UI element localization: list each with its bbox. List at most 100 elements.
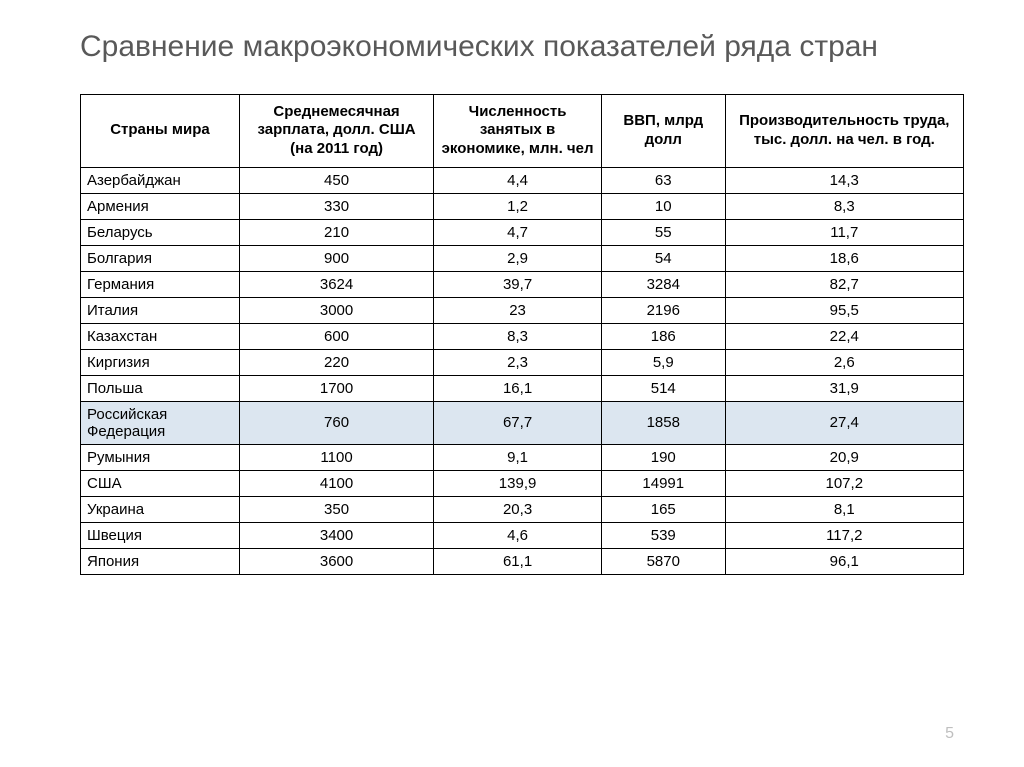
cell-value: 8,3 [434, 323, 602, 349]
cell-value: 1100 [239, 444, 433, 470]
cell-value: 4,6 [434, 522, 602, 548]
cell-value: 95,5 [725, 297, 963, 323]
table-row: Российская Федерация76067,7185827,4 [81, 401, 964, 444]
table-row: Польша170016,151431,9 [81, 375, 964, 401]
page-title: Сравнение макроэкономических показателей… [80, 28, 964, 66]
cell-value: 5,9 [601, 349, 725, 375]
cell-value: 514 [601, 375, 725, 401]
cell-value: 31,9 [725, 375, 963, 401]
cell-value: 20,9 [725, 444, 963, 470]
col-header-salary: Среднемесячная зарплата, долл. США (на 2… [239, 94, 433, 167]
cell-value: 82,7 [725, 271, 963, 297]
table-row: Украина35020,31658,1 [81, 496, 964, 522]
table-row: Румыния11009,119020,9 [81, 444, 964, 470]
table-row: Армения3301,2108,3 [81, 193, 964, 219]
cell-country: Румыния [81, 444, 240, 470]
cell-value: 9,1 [434, 444, 602, 470]
cell-value: 96,1 [725, 548, 963, 574]
cell-value: 4,4 [434, 167, 602, 193]
cell-country: Армения [81, 193, 240, 219]
table-row: Болгария9002,95418,6 [81, 245, 964, 271]
col-header-employed: Численность занятых в экономике, млн. че… [434, 94, 602, 167]
cell-value: 22,4 [725, 323, 963, 349]
cell-value: 3000 [239, 297, 433, 323]
cell-value: 3600 [239, 548, 433, 574]
cell-value: 61,1 [434, 548, 602, 574]
cell-value: 139,9 [434, 470, 602, 496]
table-row: США4100139,914991107,2 [81, 470, 964, 496]
cell-value: 63 [601, 167, 725, 193]
cell-value: 2,9 [434, 245, 602, 271]
cell-value: 67,7 [434, 401, 602, 444]
cell-value: 16,1 [434, 375, 602, 401]
cell-value: 3284 [601, 271, 725, 297]
table-body: Азербайджан4504,46314,3Армения3301,2108,… [81, 167, 964, 574]
cell-country: Германия [81, 271, 240, 297]
cell-country: Киргизия [81, 349, 240, 375]
cell-value: 8,1 [725, 496, 963, 522]
cell-value: 330 [239, 193, 433, 219]
cell-country: Азербайджан [81, 167, 240, 193]
table-row: Азербайджан4504,46314,3 [81, 167, 964, 193]
table-row: Италия300023219695,5 [81, 297, 964, 323]
col-header-gdp: ВВП, млрд долл [601, 94, 725, 167]
cell-country: Польша [81, 375, 240, 401]
cell-value: 600 [239, 323, 433, 349]
table-header-row: Страны мира Среднемесячная зарплата, дол… [81, 94, 964, 167]
cell-country: Япония [81, 548, 240, 574]
table-row: Беларусь2104,75511,7 [81, 219, 964, 245]
cell-value: 23 [434, 297, 602, 323]
cell-value: 3624 [239, 271, 433, 297]
cell-country: Беларусь [81, 219, 240, 245]
table-row: Япония360061,1587096,1 [81, 548, 964, 574]
cell-value: 14991 [601, 470, 725, 496]
cell-value: 117,2 [725, 522, 963, 548]
cell-value: 2196 [601, 297, 725, 323]
cell-value: 20,3 [434, 496, 602, 522]
cell-value: 4,7 [434, 219, 602, 245]
cell-country: Казахстан [81, 323, 240, 349]
cell-value: 10 [601, 193, 725, 219]
table-row: Казахстан6008,318622,4 [81, 323, 964, 349]
cell-value: 3400 [239, 522, 433, 548]
cell-value: 39,7 [434, 271, 602, 297]
cell-value: 107,2 [725, 470, 963, 496]
cell-country: Болгария [81, 245, 240, 271]
cell-value: 450 [239, 167, 433, 193]
cell-value: 18,6 [725, 245, 963, 271]
cell-value: 210 [239, 219, 433, 245]
cell-value: 8,3 [725, 193, 963, 219]
cell-value: 2,6 [725, 349, 963, 375]
cell-value: 1858 [601, 401, 725, 444]
cell-value: 1700 [239, 375, 433, 401]
col-header-country: Страны мира [81, 94, 240, 167]
cell-value: 760 [239, 401, 433, 444]
cell-country: Российская Федерация [81, 401, 240, 444]
slide: Сравнение макроэкономических показателей… [0, 0, 1024, 767]
cell-value: 539 [601, 522, 725, 548]
cell-value: 165 [601, 496, 725, 522]
col-header-productivity: Производительность труда, тыс. долл. на … [725, 94, 963, 167]
cell-value: 1,2 [434, 193, 602, 219]
cell-value: 220 [239, 349, 433, 375]
cell-value: 190 [601, 444, 725, 470]
cell-value: 55 [601, 219, 725, 245]
cell-value: 27,4 [725, 401, 963, 444]
cell-country: Швеция [81, 522, 240, 548]
cell-value: 350 [239, 496, 433, 522]
cell-value: 900 [239, 245, 433, 271]
cell-value: 14,3 [725, 167, 963, 193]
cell-country: Украина [81, 496, 240, 522]
cell-value: 4100 [239, 470, 433, 496]
page-number: 5 [945, 725, 954, 743]
cell-country: США [81, 470, 240, 496]
cell-country: Италия [81, 297, 240, 323]
cell-value: 2,3 [434, 349, 602, 375]
cell-value: 5870 [601, 548, 725, 574]
table-row: Киргизия2202,35,92,6 [81, 349, 964, 375]
cell-value: 186 [601, 323, 725, 349]
table-row: Швеция34004,6539117,2 [81, 522, 964, 548]
macro-table: Страны мира Среднемесячная зарплата, дол… [80, 94, 964, 575]
cell-value: 54 [601, 245, 725, 271]
cell-value: 11,7 [725, 219, 963, 245]
